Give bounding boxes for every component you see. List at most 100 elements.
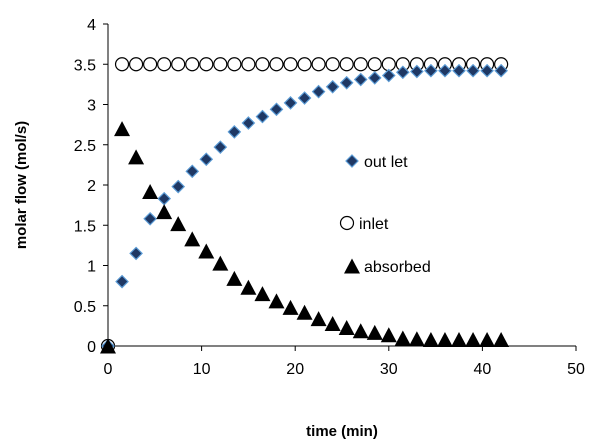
data-point	[380, 327, 397, 343]
data-point	[367, 71, 382, 85]
series-absorbed	[100, 121, 510, 354]
data-point	[451, 332, 467, 348]
x-tick-label: 0	[104, 361, 113, 378]
data-point	[241, 116, 256, 130]
legend-marker	[345, 154, 359, 168]
legend-label: absorbed	[364, 259, 431, 276]
y-tick-label: 3.5	[74, 57, 96, 74]
data-point	[493, 332, 510, 348]
data-point	[353, 57, 368, 72]
data-point	[381, 68, 396, 83]
data-point	[255, 109, 270, 124]
data-point	[480, 63, 494, 78]
data-point	[143, 57, 158, 72]
data-point	[185, 57, 200, 72]
data-point	[310, 311, 327, 327]
data-point	[422, 332, 439, 348]
data-point	[494, 63, 508, 78]
data-point	[198, 243, 215, 259]
data-point	[395, 65, 410, 80]
data-point	[339, 75, 354, 90]
data-point	[424, 63, 438, 78]
y-tick-label: 0	[87, 339, 96, 356]
data-point	[283, 57, 298, 72]
data-point	[324, 315, 341, 331]
data-point	[128, 57, 144, 72]
data-point	[465, 332, 482, 348]
legend: out let inlet absorbed	[339, 154, 431, 276]
data-point	[115, 274, 129, 289]
data-point	[199, 152, 214, 167]
data-point	[213, 140, 228, 155]
legend-item: inlet	[339, 215, 389, 233]
y-tick-label: 3	[87, 98, 96, 115]
data-point	[254, 286, 271, 302]
data-point	[297, 91, 312, 105]
data-point	[100, 338, 116, 354]
data-point	[339, 57, 354, 72]
y-tick-label: 1.5	[74, 218, 96, 235]
data-point	[128, 149, 145, 165]
y-tick-label: 0.5	[74, 299, 96, 316]
data-point	[452, 63, 466, 78]
legend-marker	[339, 215, 355, 231]
x-ticks: 0 10 20 30 40 50	[104, 346, 585, 378]
data-point	[367, 57, 382, 72]
data-point	[296, 304, 313, 320]
data-point	[226, 270, 243, 286]
data-point	[199, 57, 214, 72]
data-point	[268, 293, 285, 309]
legend-label: out let	[364, 154, 408, 171]
x-tick-label: 50	[567, 361, 585, 378]
data-point	[157, 57, 172, 72]
x-tick-label: 20	[286, 361, 304, 378]
data-point	[269, 57, 284, 72]
y-axis-title: molar flow (mol/s)	[13, 121, 30, 249]
data-point	[297, 57, 312, 72]
y-tick-label: 1	[87, 259, 96, 276]
x-axis-title: time (min)	[306, 423, 378, 440]
data-point	[325, 57, 340, 72]
series-out-let	[101, 63, 508, 353]
data-point	[241, 57, 256, 72]
legend-marker	[344, 258, 360, 274]
data-point	[143, 211, 157, 226]
data-point	[255, 57, 270, 72]
data-point	[156, 204, 173, 220]
data-point	[129, 246, 143, 261]
data-point	[325, 79, 340, 94]
data-point	[240, 279, 257, 295]
data-point	[408, 331, 425, 347]
data-point	[184, 231, 201, 247]
data-point	[170, 216, 187, 232]
data-point	[283, 96, 298, 110]
legend-item: out let	[345, 154, 408, 171]
data-point	[227, 57, 242, 72]
data-point	[466, 63, 480, 78]
x-tick-label: 10	[193, 361, 211, 378]
data-point	[438, 63, 452, 78]
data-point	[269, 102, 284, 117]
legend-item: absorbed	[344, 258, 431, 276]
data-point	[311, 57, 326, 72]
x-tick-label: 30	[380, 361, 398, 378]
x-tick-label: 40	[474, 361, 492, 378]
data-point	[338, 319, 355, 335]
data-point	[212, 255, 229, 271]
data-point	[394, 330, 411, 346]
data-point	[410, 64, 424, 79]
data-point	[353, 72, 368, 87]
data-point	[142, 183, 159, 199]
data-point	[282, 299, 299, 315]
y-tick-label: 4	[87, 17, 96, 34]
data-point	[157, 191, 172, 206]
data-point	[114, 121, 131, 137]
data-point	[479, 332, 496, 348]
data-point	[171, 179, 186, 194]
data-point	[352, 323, 369, 339]
data-point	[311, 84, 326, 99]
y-tick-label: 2	[87, 178, 96, 195]
data-point	[436, 332, 453, 348]
plot-marks	[100, 57, 510, 354]
